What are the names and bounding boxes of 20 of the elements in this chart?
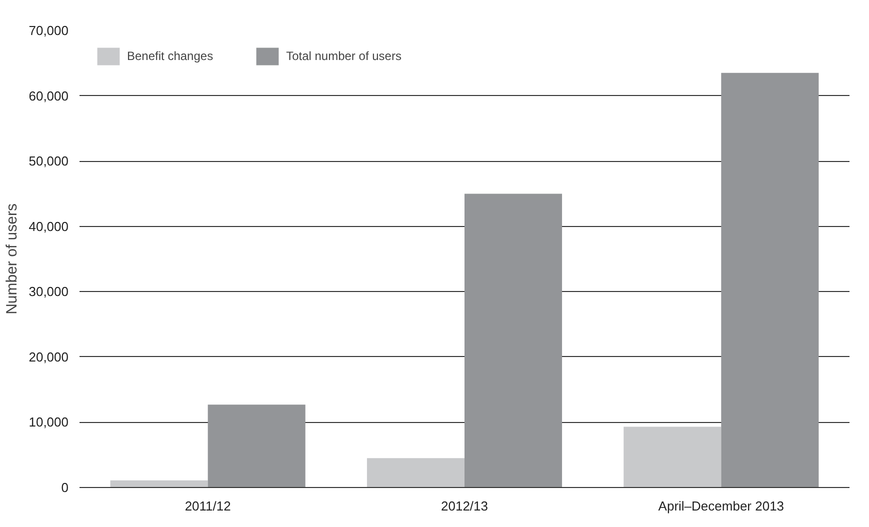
y-axis-title: Number of users <box>4 204 21 314</box>
x-tick-label: 2011/12 <box>184 498 231 514</box>
legend-label: Total number of users <box>286 49 402 63</box>
y-tick-label: 0 <box>61 480 69 495</box>
y-tick-label: 20,000 <box>28 349 69 364</box>
bar <box>110 480 208 488</box>
y-tick-label: 10,000 <box>28 414 69 430</box>
y-tick-label: 40,000 <box>28 218 69 234</box>
y-tick-label: 30,000 <box>28 284 69 300</box>
y-tick-label: 70,000 <box>28 23 69 38</box>
bar <box>624 426 722 488</box>
y-tick-label: 60,000 <box>28 88 69 104</box>
bar <box>721 72 819 488</box>
bar <box>208 404 306 488</box>
x-tick-label: April–December 2013 <box>658 498 784 514</box>
bar <box>464 194 562 488</box>
bar <box>366 458 464 488</box>
x-tick-label: 2012/13 <box>441 498 488 514</box>
y-tick-label: 50,000 <box>28 154 69 169</box>
legend-label: Benefit changes <box>127 49 214 63</box>
